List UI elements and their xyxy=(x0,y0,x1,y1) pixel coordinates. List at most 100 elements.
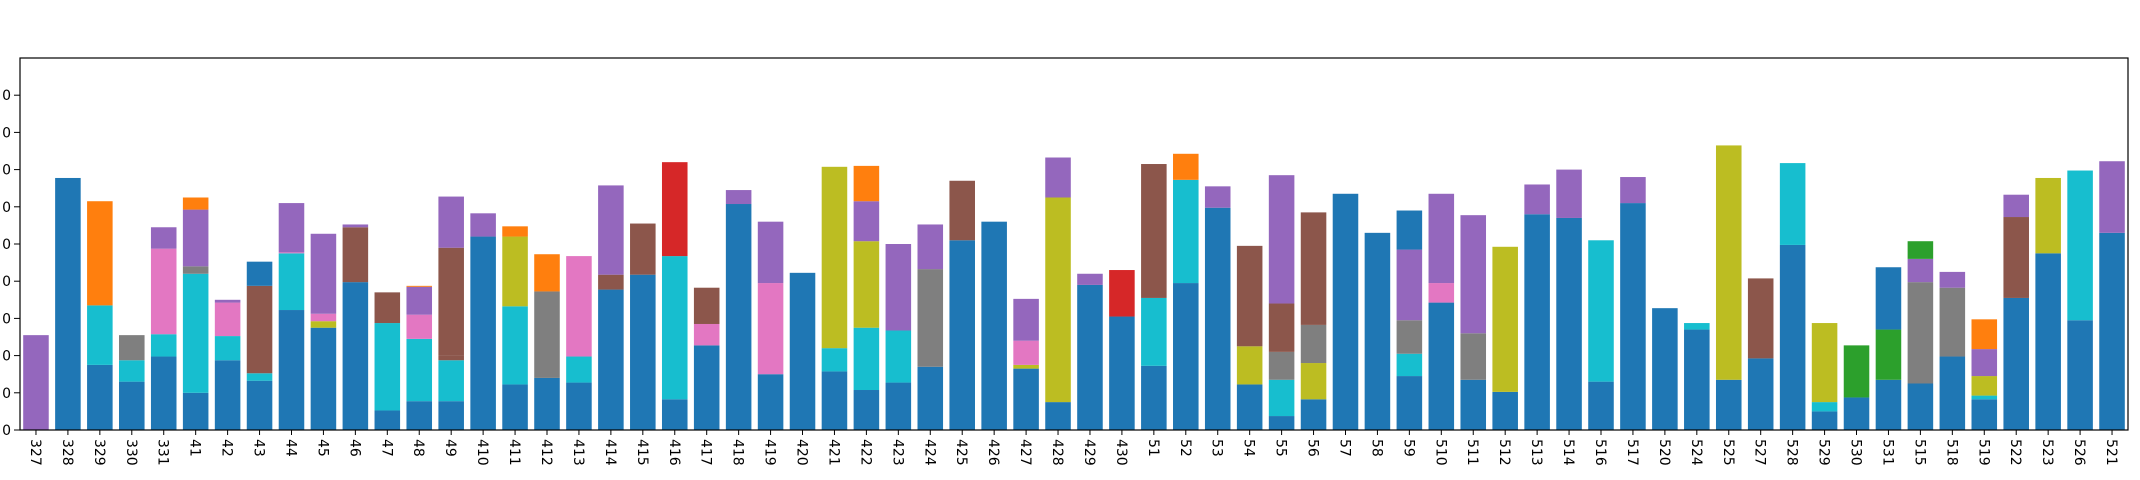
x-tick-label-426: 426 xyxy=(985,439,1001,466)
bar-segment-331-2 xyxy=(150,248,177,335)
y-tick-label: 0 xyxy=(2,311,11,327)
bar-segment-52-2 xyxy=(1173,153,1199,180)
x-tick-label-416: 416 xyxy=(666,439,682,466)
bar-segment-47-1 xyxy=(374,323,401,411)
bar-segment-43-1 xyxy=(246,373,273,381)
x-tick-label-54: 54 xyxy=(1241,439,1257,457)
x-tick-label-424: 424 xyxy=(921,439,937,466)
bar-segment-48-2 xyxy=(406,314,433,339)
bar-segment-55-1 xyxy=(1268,379,1295,417)
bar-segment-45-0 xyxy=(310,327,337,430)
x-tick-label-512: 512 xyxy=(1496,439,1512,466)
x-tick-label-518: 518 xyxy=(1943,439,1959,466)
bar-segment-528-0 xyxy=(1779,244,1806,430)
bar-segment-425-0 xyxy=(949,240,975,430)
bar-segment-42-1 xyxy=(214,336,241,361)
x-tick-label-524: 524 xyxy=(1688,439,1704,466)
x-tick-label-58: 58 xyxy=(1368,439,1384,457)
x-tick-label-514: 514 xyxy=(1560,439,1576,466)
x-tick-label-511: 511 xyxy=(1464,439,1480,466)
bar-segment-41-4 xyxy=(182,197,209,210)
x-tick-label-47: 47 xyxy=(378,439,394,457)
bar-segment-52-1 xyxy=(1173,179,1199,284)
y-tick-label: 0 xyxy=(2,349,11,365)
x-tick-label-43: 43 xyxy=(251,439,267,457)
x-tick-label-425: 425 xyxy=(953,439,969,466)
y-tick-label: 0 xyxy=(2,237,11,253)
bar-segment-515-0 xyxy=(1907,383,1934,430)
y-tick-label: 0 xyxy=(2,274,11,290)
bar-segment-510-2 xyxy=(1428,193,1455,284)
bar-segment-421-0 xyxy=(821,371,848,430)
bar-segment-329-0 xyxy=(87,364,113,430)
bar-segment-519-3 xyxy=(1971,349,1998,377)
bar-segment-55-0 xyxy=(1268,416,1295,430)
bar-segment-426-0 xyxy=(981,221,1007,430)
x-tick-label-413: 413 xyxy=(570,439,586,466)
bar-segment-49-4 xyxy=(438,196,464,248)
bar-segment-419-1 xyxy=(757,283,784,375)
bar-segment-45-3 xyxy=(310,233,337,314)
bar-segment-410-0 xyxy=(470,236,496,430)
x-axis: 327 328 329 330 331 41 42 43 44 45 46 47 48 49 410 411 4… xyxy=(27,430,2119,466)
bar-segment-412-1 xyxy=(534,291,560,378)
bar-segment-416-1 xyxy=(661,256,688,400)
x-tick-label-52: 52 xyxy=(1177,439,1193,457)
bar-segment-525-1 xyxy=(1715,145,1742,380)
bar-segment-428-2 xyxy=(1045,157,1071,198)
bar-segment-55-3 xyxy=(1268,303,1295,352)
bar-segment-330-0 xyxy=(119,381,145,430)
bar-segment-331-0 xyxy=(150,356,177,430)
bar-segment-512-1 xyxy=(1492,246,1518,392)
bar-segment-522-0 xyxy=(2003,297,2029,430)
bar-segment-413-1 xyxy=(566,356,592,383)
bar-segment-417-2 xyxy=(693,287,720,324)
bar-segment-413-2 xyxy=(566,256,592,357)
bar-segment-44-3 xyxy=(278,203,305,253)
bars-group xyxy=(23,145,2125,430)
bar-segment-510-1 xyxy=(1428,283,1455,303)
bar-segment-41-1 xyxy=(182,273,209,393)
bar-segment-515-1 xyxy=(1907,282,1934,384)
bar-segment-327-0 xyxy=(23,335,49,430)
x-tick-label-422: 422 xyxy=(857,439,873,466)
x-tick-label-417: 417 xyxy=(698,439,714,466)
bar-segment-411-1 xyxy=(502,306,528,385)
bar-segment-330-1 xyxy=(119,360,145,382)
bar-segment-515-3 xyxy=(1907,241,1934,259)
bar-segment-418-0 xyxy=(725,204,752,430)
bar-segment-42-3 xyxy=(214,299,241,303)
bar-segment-423-0 xyxy=(885,382,912,430)
bar-segment-41-3 xyxy=(182,209,209,267)
bar-segment-47-2 xyxy=(374,292,401,324)
bar-segment-418-1 xyxy=(725,190,752,205)
bar-segment-42-2 xyxy=(214,302,241,337)
x-tick-label-46: 46 xyxy=(346,439,362,457)
bar-segment-55-4 xyxy=(1268,175,1295,304)
x-tick-label-429: 429 xyxy=(1081,439,1097,466)
bar-segment-420-0 xyxy=(789,272,816,430)
bar-segment-56-2 xyxy=(1300,324,1327,364)
plot-frame xyxy=(19,57,2129,431)
bar-segment-41-2 xyxy=(182,266,209,274)
bar-segment-531-2 xyxy=(1875,267,1902,330)
bar-segment-47-0 xyxy=(374,410,401,430)
bar-segment-511-0 xyxy=(1460,379,1487,430)
bar-segment-523-0 xyxy=(2035,253,2061,430)
x-tick-label-410: 410 xyxy=(474,439,490,466)
bar-segment-43-0 xyxy=(246,380,273,430)
x-tick-label-59: 59 xyxy=(1400,439,1416,457)
bar-segment-43-3 xyxy=(246,261,273,286)
x-tick-label-411: 411 xyxy=(506,439,522,466)
bar-segment-522-2 xyxy=(2003,194,2029,218)
x-tick-label-522: 522 xyxy=(2007,439,2023,466)
bar-segment-53-0 xyxy=(1204,207,1231,430)
bar-segment-528-1 xyxy=(1779,163,1806,245)
bar-segment-525-0 xyxy=(1715,379,1742,430)
bar-segment-423-1 xyxy=(885,330,912,383)
bar-segment-414-1 xyxy=(598,274,624,290)
bar-segment-56-0 xyxy=(1300,399,1327,430)
bar-segment-44-0 xyxy=(278,310,305,430)
x-tick-label-531: 531 xyxy=(1879,439,1895,466)
bar-segment-46-1 xyxy=(342,227,369,283)
